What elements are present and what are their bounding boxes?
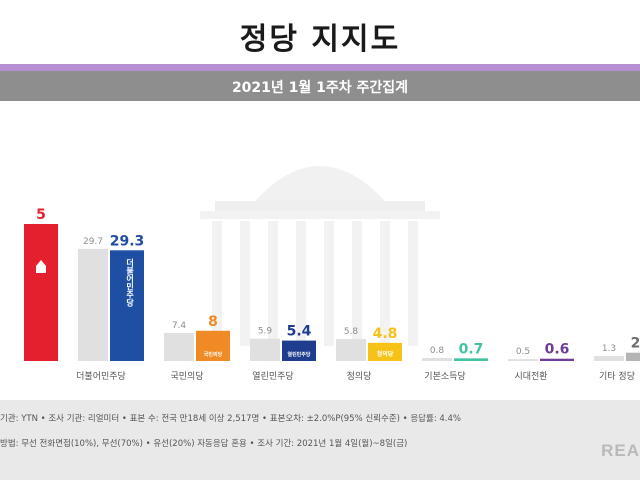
current-bar [368, 342, 402, 361]
category-label: 기타 정당 [599, 371, 635, 382]
party-logo-icon [36, 260, 46, 273]
current-bar [24, 224, 58, 361]
building-watermark [200, 166, 440, 346]
previous-value-label: 5.9 [258, 327, 273, 337]
survey-info-line-1: 기관: YTN • 조사 기관: 리얼미터 • 표본 수: 전국 만18세 이상… [0, 414, 461, 424]
current-value-label: 5.4 [287, 324, 312, 340]
party-logo-text: 정의당 [377, 350, 394, 358]
current-bar [110, 250, 144, 361]
current-bar [626, 352, 640, 361]
title-divider [0, 64, 640, 71]
current-value-label: 2.2 [631, 336, 640, 352]
current-value-label: 5 [36, 207, 46, 223]
current-value-label: 0.6 [545, 342, 570, 358]
current-bar [454, 358, 488, 361]
party-logo-text: 열린민주당 [287, 351, 310, 358]
previous-value-label: 29.7 [83, 237, 103, 247]
chart-area: 5 29.7 29.3 더불어민주당 더불어민주당 7.4 8 국민의당 국민의당 5.9 5.4 열… [0, 101, 640, 399]
survey-info-line-2: 방법: 무선 전화면접(10%), 무선(70%) • 유선(20%) 자동응답… [0, 439, 408, 449]
current-bar [282, 340, 316, 361]
current-value-label: 29.3 [110, 233, 145, 249]
page-title: 정당 지지도 [239, 22, 401, 57]
previous-value-label: 5.8 [344, 327, 359, 337]
current-value-label: 4.8 [373, 326, 398, 342]
current-value-label: 8 [208, 314, 218, 330]
pollster-logo: REA [601, 441, 640, 460]
category-label: 국민의당 [170, 371, 203, 382]
current-value-label: 0.7 [459, 341, 484, 357]
footer [0, 400, 640, 480]
previous-bar [78, 248, 108, 361]
previous-bar [250, 338, 280, 361]
party-logo-text: 국민의당 [204, 351, 223, 358]
previous-value-label: 0.5 [516, 347, 530, 357]
previous-value-label: 1.3 [602, 344, 616, 354]
category-label: 정의당 [347, 371, 372, 382]
previous-bar [164, 333, 194, 361]
title-area: 정당 지지도 [0, 0, 640, 64]
current-bar [540, 358, 574, 361]
previous-bar [594, 356, 624, 361]
category-label: 더불어민주당 [76, 371, 126, 382]
previous-bar [422, 357, 452, 361]
previous-value-label: 7.4 [172, 321, 187, 331]
category-label: 기본소득당 [424, 371, 465, 382]
subtitle-bar [0, 71, 640, 101]
category-label: 시대전환 [514, 370, 547, 382]
previous-value-label: 0.8 [430, 346, 445, 356]
previous-bar [336, 339, 366, 361]
chart-subtitle: 2021년 1월 1주차 주간집계 [231, 80, 409, 96]
party-logo-text: 더불어민주당 [125, 257, 134, 307]
previous-bar [508, 359, 538, 361]
category-label: 열린민주당 [252, 371, 293, 382]
current-bar [196, 330, 230, 361]
